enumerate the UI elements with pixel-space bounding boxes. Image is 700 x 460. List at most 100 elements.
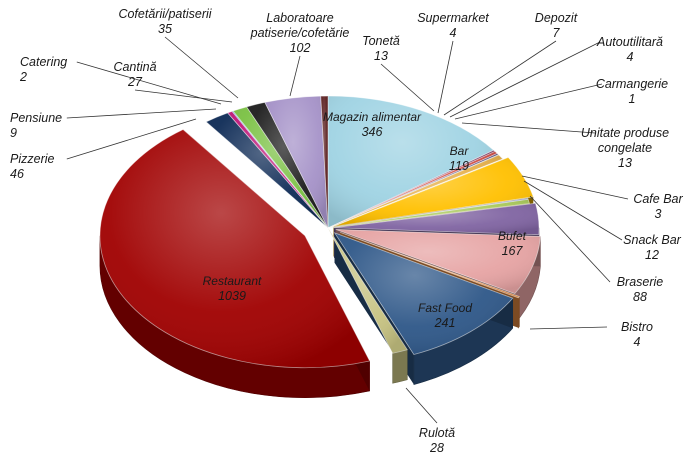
slice-name-laboratoare-patiserie-cofetarie: Laboratoare — [266, 11, 333, 25]
slice-gloss-rulota — [328, 228, 408, 354]
leader-carmangerie — [454, 83, 603, 120]
slice-value-pensiune: 9 — [10, 126, 17, 140]
slice-value-catering: 2 — [19, 70, 27, 84]
slice-value-laboratoare-patiserie-cofetarie: 102 — [290, 41, 311, 55]
slice-gloss-unitate-produse-congelate — [328, 154, 503, 228]
leader-depozit — [443, 40, 557, 116]
leader-autoutilitara — [449, 41, 601, 118]
slice-name-carmangerie: Carmangerie — [596, 77, 668, 91]
slice-value-supermarket: 4 — [450, 26, 457, 40]
leader-rulota — [405, 387, 438, 424]
slice-gloss-depozit — [328, 151, 498, 228]
slice-gloss-bar — [333, 157, 534, 227]
slice-name-rulota: Rulotă — [419, 426, 455, 440]
slice-name-snack-bar: Snack Bar — [623, 233, 682, 247]
slice-gloss-magazin-alimentar — [328, 96, 494, 228]
slice-name-unitate-produse-congelate: congelate — [598, 141, 652, 155]
slice-value-restaurant: 1039 — [218, 289, 246, 303]
slice-name-magazin-alimentar: Magazin alimentar — [323, 110, 422, 124]
slice-gloss-braserie — [333, 203, 539, 235]
slice-name-cofetarii-patiserii: Cofetării/patiserii — [118, 7, 212, 21]
slice-name-supermarket: Supermarket — [417, 11, 489, 25]
slice-value-fast-food: 241 — [434, 316, 456, 330]
slice-name-cafe-bar: Cafe Bar — [633, 192, 683, 206]
leader-braserie — [529, 195, 611, 283]
slice-value-cofetarii-patiserii: 35 — [158, 22, 172, 36]
slice-name-depozit: Depozit — [535, 11, 578, 25]
slice-value-bufet: 167 — [502, 244, 524, 258]
leader-bistro — [529, 326, 608, 330]
slice-gloss-toneta — [320, 96, 328, 228]
slice-value-pizzerie: 46 — [10, 167, 24, 181]
slice-gloss-restaurant — [99, 129, 370, 368]
slice-value-depozit: 7 — [553, 26, 561, 40]
slice-value-autoutilitara: 4 — [627, 50, 634, 64]
slice-value-rulota: 28 — [429, 441, 444, 455]
slice-value-unitate-produse-congelate: 13 — [618, 156, 632, 170]
slice-name-autoutilitara: Autoutilitară — [596, 35, 663, 49]
slice-name-catering: Catering — [20, 55, 67, 69]
slice-name-fast-food: Fast Food — [418, 301, 472, 315]
slice-value-cafe-bar: 3 — [655, 207, 662, 221]
slice-side-rulota — [392, 349, 408, 384]
slice-gloss-bufet — [335, 229, 541, 294]
slice-gloss-fast-food — [334, 232, 513, 355]
slice-value-cantina: 27 — [127, 75, 143, 89]
slice-gloss-pizzerie — [206, 112, 328, 228]
leader-laboratoare-patiserie-cofetarie — [289, 55, 301, 97]
slice-name-unitate-produse-congelate: Unitate produse — [581, 126, 669, 140]
slice-name-bistro: Bistro — [621, 320, 653, 334]
leader-cofetarii-patiserii — [164, 36, 239, 99]
slice-value-magazin-alimentar: 346 — [362, 125, 383, 139]
slice-name-pizzerie: Pizzerie — [10, 152, 55, 166]
slice-name-bar: Bar — [450, 144, 470, 158]
slice-name-laboratoare-patiserie-cofetarie: patiserie/cofetărie — [250, 26, 350, 40]
leader-lines — [66, 36, 629, 424]
leader-cafe-bar — [521, 175, 629, 200]
slice-name-restaurant: Restaurant — [203, 274, 262, 288]
slice-name-braserie: Braserie — [617, 275, 664, 289]
leader-cantina — [134, 89, 233, 103]
pie-top-layer — [99, 95, 541, 369]
slice-name-toneta: Tonetă — [362, 34, 400, 48]
slice-name-cantina: Cantină — [113, 60, 156, 74]
slice-value-bar: 119 — [449, 159, 469, 173]
leader-catering — [76, 61, 222, 105]
slice-labels: Magazin alimentar346Supermarket4Depozit7… — [10, 7, 683, 455]
slice-gloss-bistro — [340, 232, 520, 298]
slice-gloss-snack-bar — [328, 199, 530, 228]
leader-supermarket — [437, 40, 454, 114]
slice-gloss-laboratoare-patiserie-cofetarie — [264, 96, 328, 228]
leader-unitate-produse-congelate — [461, 122, 596, 134]
slice-name-bufet: Bufet — [498, 229, 527, 243]
slice-value-braserie: 88 — [633, 290, 647, 304]
slice-value-bistro: 4 — [634, 335, 641, 349]
slice-value-carmangerie: 1 — [629, 92, 636, 106]
slice-gloss-cantina — [233, 106, 328, 228]
leader-toneta — [380, 63, 435, 112]
slice-name-pensiune: Pensiune — [10, 111, 62, 125]
slice-value-toneta: 13 — [374, 49, 388, 63]
leader-snack-bar — [523, 180, 623, 241]
